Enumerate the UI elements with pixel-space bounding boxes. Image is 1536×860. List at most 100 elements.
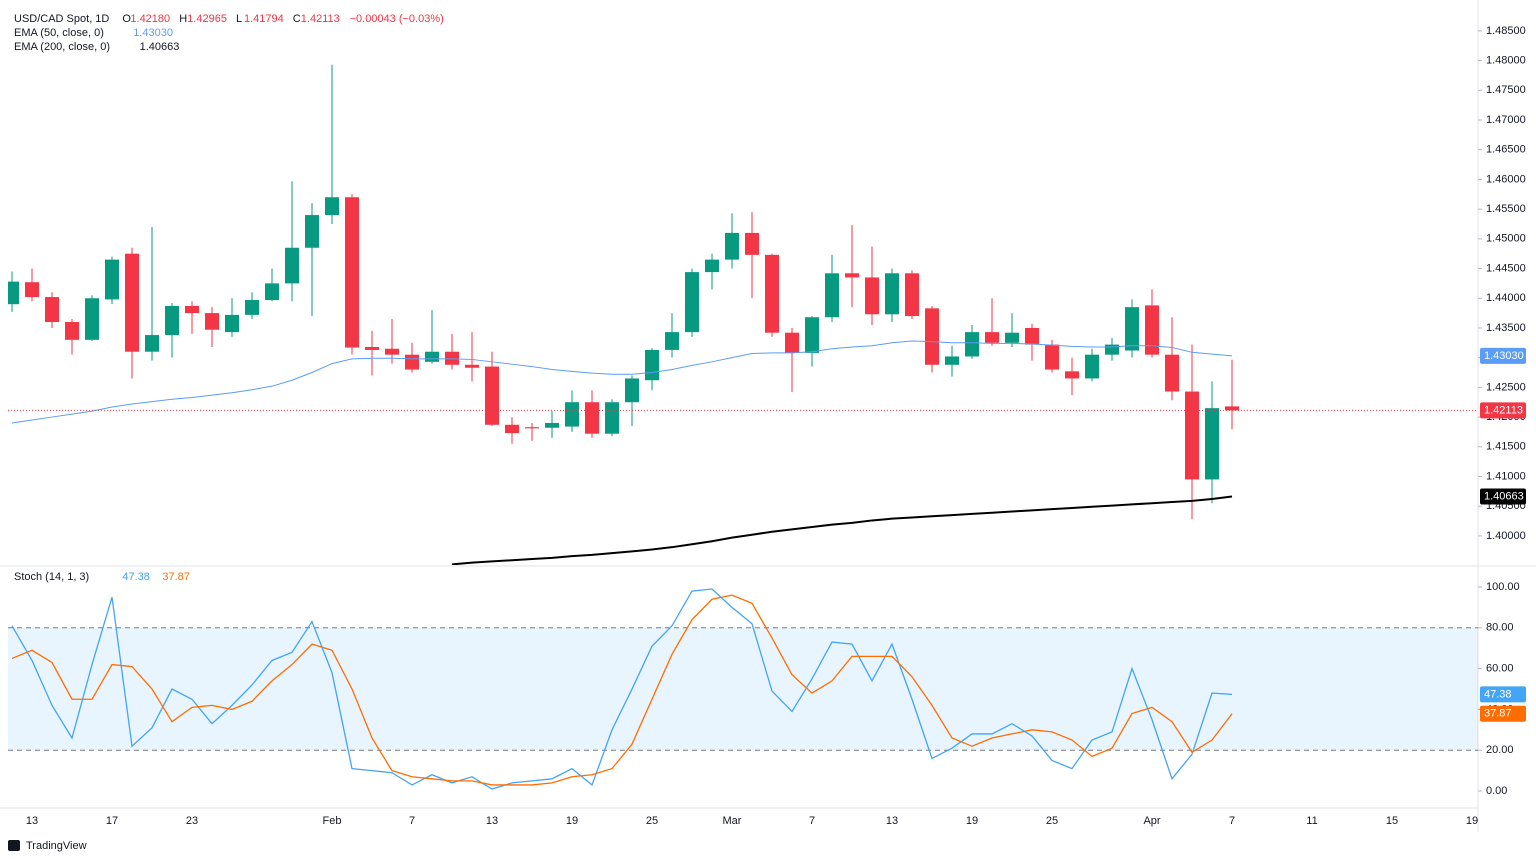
y-tick-label: 1.46000: [1486, 173, 1526, 185]
candle-body: [1105, 344, 1119, 355]
price-tag-label: 37.87: [1484, 708, 1512, 720]
y-tick-label: 1.46500: [1486, 144, 1526, 156]
x-tick-label: 25: [1046, 815, 1058, 827]
candle-body: [965, 332, 979, 357]
y-tick-label: 1.40000: [1486, 530, 1526, 542]
price-tag-label: 1.42113: [1484, 404, 1523, 416]
candle-body: [1145, 305, 1159, 355]
candle-body: [825, 273, 839, 318]
candle-body: [125, 253, 139, 352]
y-tick-label: 1.45000: [1486, 233, 1526, 245]
candle-body: [205, 313, 219, 330]
candle-body: [65, 322, 79, 340]
y-tick-label: 1.47000: [1486, 114, 1526, 126]
candle-body: [665, 332, 679, 350]
candle-body: [885, 273, 899, 315]
candle-body: [1085, 354, 1099, 379]
ohlc-key: L: [236, 13, 242, 25]
legend-value: 37.87: [162, 571, 190, 583]
candle-body: [1025, 327, 1039, 345]
x-tick-label: Mar: [723, 815, 742, 827]
candle-body: [1165, 354, 1179, 392]
x-tick-label: 15: [1386, 815, 1398, 827]
candle-body: [785, 332, 799, 353]
ohlc-key: C: [293, 13, 301, 25]
x-tick-label: 19: [566, 815, 578, 827]
candle-body: [565, 402, 579, 427]
legend-value: 1.40663: [140, 41, 180, 53]
candle-body: [1225, 406, 1239, 411]
candle-body: [25, 282, 39, 298]
logo: TradingView: [8, 840, 87, 852]
candle-body: [45, 297, 59, 323]
symbol-title: USD/CAD Spot, 1D: [14, 13, 109, 25]
candles: [8, 64, 1478, 565]
candle-body: [945, 356, 959, 365]
y-tick-label: 80.00: [1486, 622, 1514, 634]
candle-body: [685, 272, 699, 333]
y-tick-label: 1.42500: [1486, 381, 1526, 393]
candle-body: [725, 232, 739, 260]
candle-body: [245, 300, 259, 315]
stoch-title: Stoch (14, 1, 3): [14, 571, 89, 583]
y-tick-label: 1.48500: [1486, 25, 1526, 37]
y-tick-label: 1.44000: [1486, 292, 1526, 304]
ohlc-value: 1.42113: [301, 13, 340, 25]
x-tick-label: 19: [966, 815, 978, 827]
ohlc-key: H: [179, 13, 187, 25]
x-tick-label: 23: [186, 815, 198, 827]
x-tick-label: 13: [26, 815, 38, 827]
candle-body: [925, 308, 939, 365]
candle-body: [1125, 307, 1139, 351]
x-tick-label: 13: [486, 815, 498, 827]
candle-body: [1065, 371, 1079, 379]
candle-body: [285, 247, 299, 284]
stoch-line: [11, 588, 1233, 790]
y-tick-label: 1.41500: [1486, 441, 1526, 453]
legend-name: EMA (50, close, 0): [14, 27, 104, 39]
x-tick-label: Apr: [1143, 815, 1160, 827]
y-tick-label: 1.45500: [1486, 203, 1526, 215]
candle-body: [445, 351, 459, 365]
candle-body: [425, 351, 439, 362]
ohlc-value: 1.42965: [187, 13, 227, 25]
candle-body: [865, 277, 879, 315]
candle-body: [985, 332, 999, 343]
price-tag-label: 47.38: [1484, 688, 1512, 700]
y-tick-label: 1.48000: [1486, 55, 1526, 67]
y-tick-label: 60.00: [1486, 663, 1514, 675]
candle-body: [105, 259, 119, 300]
x-tick-label: 17: [106, 815, 118, 827]
legend-value: 47.38: [122, 571, 150, 583]
y-tick-label: 100.00: [1486, 581, 1520, 593]
candle-body: [165, 305, 179, 336]
candle-body: [1205, 408, 1219, 480]
y-tick-label: 1.47500: [1486, 84, 1526, 96]
price-tag: [1480, 705, 1526, 722]
candle-body: [805, 317, 819, 353]
candle-body: [85, 298, 99, 340]
candle-body: [225, 314, 239, 333]
ema-line: [11, 340, 1233, 424]
candle-body: [265, 283, 279, 301]
price-tag: [1480, 686, 1526, 703]
logo-mark: [8, 840, 20, 851]
candle-body: [8, 281, 19, 305]
price-change: −0.00043 (−0.03%): [350, 13, 444, 25]
logo-text: TradingView: [26, 840, 87, 852]
y-tick-label: 1.41000: [1486, 470, 1526, 482]
candle-body: [305, 215, 319, 248]
candle-body: [705, 259, 719, 273]
candle-body: [1005, 332, 1019, 343]
ema-line: [451, 495, 1233, 565]
x-tick-label: 25: [646, 815, 658, 827]
ohlc-key: O: [122, 13, 131, 25]
candle-body: [745, 232, 759, 255]
candle-body: [505, 424, 519, 434]
candle-body: [765, 254, 779, 333]
plot: 1.400001.405001.410001.415001.420001.425…: [8, 25, 1526, 827]
x-tick-label: 13: [886, 815, 898, 827]
x-tick-label: 11: [1306, 815, 1317, 827]
legend-value: 1.43030: [133, 27, 173, 39]
candle-body: [365, 346, 379, 350]
